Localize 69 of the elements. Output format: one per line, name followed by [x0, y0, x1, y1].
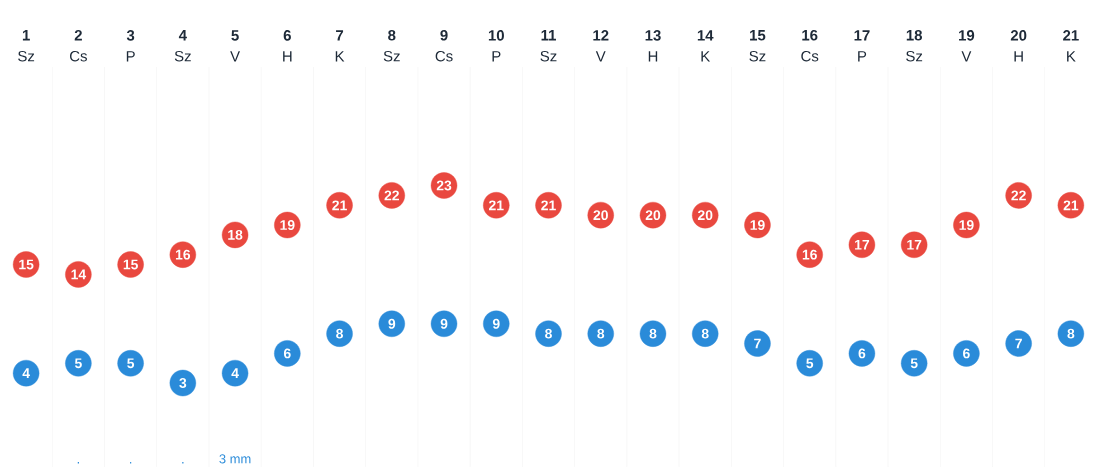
data-label: 4 — [231, 368, 239, 378]
data-label: 22 — [1011, 190, 1026, 201]
data-label: 9 — [388, 318, 396, 329]
text: . — [77, 461, 79, 464]
x-tick-label: 12 V — [593, 30, 609, 62]
data-label: 15 — [19, 259, 34, 270]
x-tick-label: 1 Sz — [18, 30, 35, 62]
x-tick-label: 17 P — [854, 30, 870, 62]
data-label: 7 — [754, 338, 761, 349]
data-label: 19 — [750, 219, 765, 230]
x-tick-label: 14 K — [697, 30, 714, 62]
x-tick-label: 13 H — [645, 30, 661, 62]
data-label: 8 — [545, 328, 552, 339]
data-label: 16 — [175, 249, 191, 260]
data-label: 6 — [283, 348, 291, 359]
data-label: 5 — [74, 358, 82, 369]
x-tick-label: 7 K — [335, 30, 345, 62]
x-tick-label: 20 H — [1010, 30, 1027, 62]
data-label: 23 — [436, 180, 452, 191]
x-tick-label: 9 Cs — [435, 29, 453, 62]
data-label: 17 — [855, 239, 870, 250]
data-label: 14 — [71, 269, 87, 280]
data-label: 9 — [492, 318, 500, 329]
data-label: 16 — [802, 249, 817, 260]
x-tick-label: 18 Sz — [906, 29, 923, 62]
x-tick-label: 8 Sz — [383, 29, 400, 62]
data-label: 20 — [645, 210, 661, 220]
data-label: 18 — [228, 229, 243, 240]
data-label: 5 — [910, 358, 918, 369]
data-label: 7 — [1015, 338, 1022, 349]
point — [169, 369, 197, 397]
data-label: 21 — [332, 200, 347, 211]
data-label: 5 — [127, 358, 135, 369]
x-tick-label: 21 K — [1063, 30, 1079, 62]
x-tick-label: 4 Sz — [174, 30, 191, 62]
data-label: 4 — [22, 368, 30, 378]
data-label: 3 — [179, 377, 187, 388]
data-label: 20 — [697, 210, 713, 220]
x-tick-label: 3 P — [126, 30, 135, 62]
data-label: 21 — [541, 200, 556, 211]
data-label: 17 — [907, 239, 922, 250]
x-tick-label: 16 Cs — [801, 29, 819, 62]
x-tick-label: 15 Sz — [749, 30, 766, 62]
data-label: 8 — [649, 328, 657, 339]
data-label: 19 — [280, 219, 295, 230]
data-label: 8 — [336, 328, 344, 339]
x-tick-label: 6 H — [283, 30, 292, 62]
x-tick-label: 5 V — [230, 30, 240, 62]
data-label: 8 — [597, 328, 605, 339]
data-label: 6 — [963, 348, 970, 359]
x-tick-label: 10 P — [488, 30, 504, 62]
data-label: 15 — [123, 259, 138, 270]
data-label: 8 — [701, 328, 709, 339]
data-label: 8 — [1067, 328, 1075, 339]
data-label: 20 — [593, 210, 608, 220]
text: . — [182, 461, 184, 464]
data-label: 6 — [858, 348, 866, 359]
x-tick-label: 19 V — [959, 30, 975, 62]
data-label: 21 — [488, 200, 504, 211]
text: 3 mm — [219, 454, 251, 464]
point — [900, 349, 928, 377]
x-tick-label: 2 Cs — [70, 29, 87, 62]
data-label: 21 — [1063, 200, 1079, 211]
data-label: 19 — [959, 219, 974, 230]
data-label: 9 — [440, 318, 448, 329]
text: . — [130, 461, 132, 464]
x-tick-label: 11 Sz — [540, 30, 557, 62]
data-label: 22 — [384, 190, 399, 201]
data-label: 5 — [806, 358, 814, 369]
